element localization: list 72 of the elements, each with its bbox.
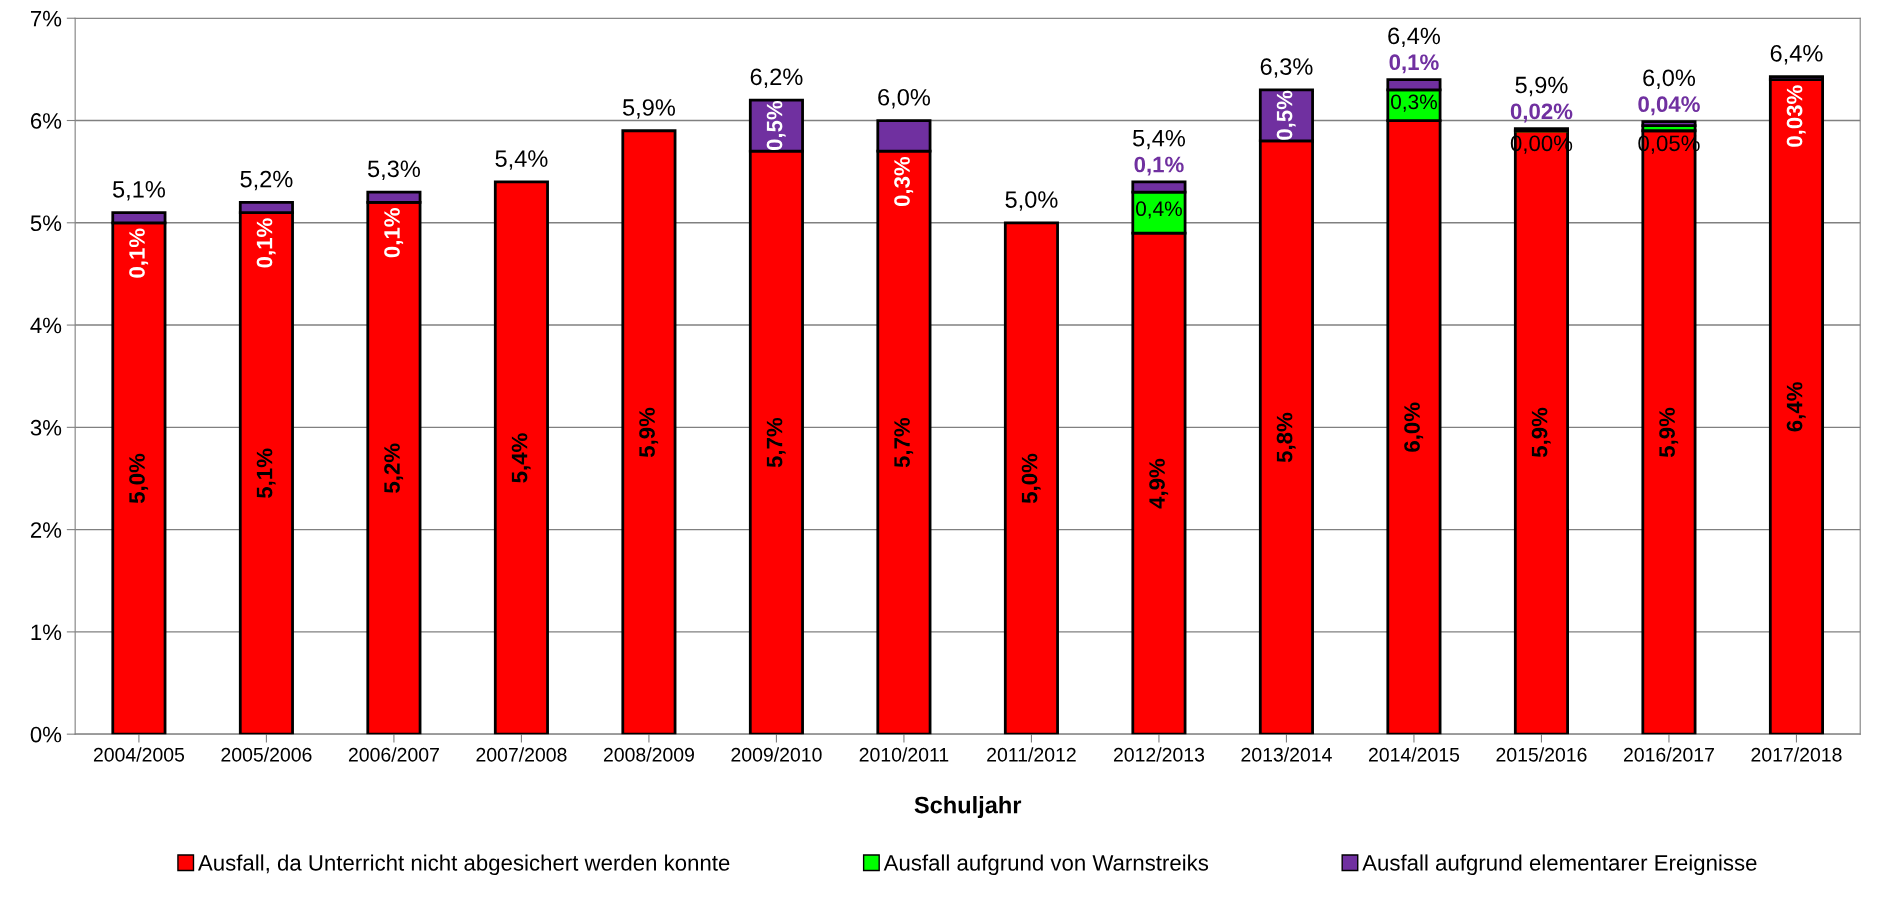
bar (1768, 78, 1824, 735)
data-label: 0,02% (1510, 103, 1573, 123)
x-tick-label: 2004/2005 (93, 747, 185, 762)
y-tick-label: 5% (30, 215, 62, 232)
data-label: 6,4% (1786, 382, 1806, 432)
data-label: 6,0% (1404, 402, 1424, 452)
bar (621, 129, 677, 735)
total-label: 5,2% (240, 170, 293, 191)
bar (493, 180, 549, 735)
x-tick-label: 2017/2018 (1751, 747, 1842, 762)
data-label: 5,1% (256, 448, 276, 498)
y-tick-label: 7% (30, 10, 62, 27)
total-label: 5,4% (1132, 129, 1186, 150)
x-tick-label: 2005/2006 (221, 747, 312, 762)
data-label: 0,3% (1391, 94, 1437, 112)
data-label: 0,1% (256, 218, 276, 268)
y-tick-label: 2% (30, 522, 62, 538)
data-label: 5,0% (1021, 453, 1041, 504)
x-tick-label: 2016/2017 (1623, 747, 1714, 762)
total-label: 6,0% (878, 88, 930, 109)
data-label: 0,5% (766, 100, 786, 151)
x-tick-label: 2006/2007 (348, 747, 439, 762)
x-axis-title: Schuljahr (914, 796, 1022, 819)
data-label: 5,7% (766, 417, 786, 468)
data-label: 0,04% (1638, 96, 1700, 116)
x-tick-label: 2012/2013 (1113, 747, 1205, 762)
total-label: 6,2% (750, 68, 803, 88)
data-label: 5,9% (1659, 407, 1679, 458)
x-tick-label: 2007/2008 (476, 747, 567, 762)
data-label: 5,7% (894, 417, 914, 468)
data-label: 0,03% (1786, 85, 1806, 147)
x-tick-label: 2015/2016 (1496, 747, 1587, 762)
total-label: 6,0% (1643, 69, 1696, 89)
data-label: 5,9% (639, 407, 659, 458)
total-label: 6,4% (1388, 27, 1441, 48)
bar (1003, 221, 1059, 735)
y-tick-label: 3% (30, 419, 62, 436)
x-tick-label: 2013/2014 (1241, 747, 1332, 762)
x-tick-label: 2010/2011 (859, 747, 949, 762)
x-tick-label: 2011/2012 (987, 747, 1076, 762)
data-label: 4,9% (1149, 458, 1169, 509)
data-label: 0,4% (1136, 201, 1182, 219)
total-label: 6,3% (1260, 58, 1313, 78)
data-label: 0,3% (894, 156, 914, 207)
data-label: 5,8% (1276, 412, 1296, 463)
data-label: 5,2% (384, 443, 404, 493)
y-tick-label: 6% (30, 113, 62, 129)
x-tick-label: 2009/2010 (731, 747, 822, 762)
x-tick-label: 2014/2015 (1368, 747, 1460, 762)
x-tick-label: 2008/2009 (603, 747, 694, 762)
total-label: 5,4% (495, 150, 548, 170)
data-label: 5,4% (511, 433, 531, 483)
data-label: 5,0% (129, 453, 149, 504)
legend-label: Ausfall aufgrund von Warnstreiks (883, 854, 1209, 876)
y-tick-label: 0% (30, 726, 62, 743)
y-tick-label: 4% (30, 317, 62, 334)
total-label: 6,4% (1770, 44, 1823, 65)
legend-label: Ausfall aufgrund elementarer Ereignisse (1362, 854, 1757, 876)
y-tick-label: 1% (31, 624, 62, 641)
data-label: 0,1% (1134, 156, 1184, 176)
data-label: 0,1% (129, 228, 149, 278)
bar (1641, 120, 1697, 128)
total-label: 5,0% (1005, 191, 1058, 211)
data-label: 0,1% (1389, 54, 1439, 74)
total-label: 5,9% (622, 99, 675, 119)
data-label: 0,5% (1276, 90, 1296, 140)
total-label: 5,9% (1515, 76, 1568, 97)
legend-label: Ausfall, da Unterricht nicht abgesichert werden konnte (197, 854, 730, 876)
total-label: 5,1% (112, 181, 165, 201)
data-label: 5,9% (1531, 407, 1551, 458)
total-label: 5,3% (367, 160, 420, 180)
data-label: 0,1% (384, 208, 404, 258)
